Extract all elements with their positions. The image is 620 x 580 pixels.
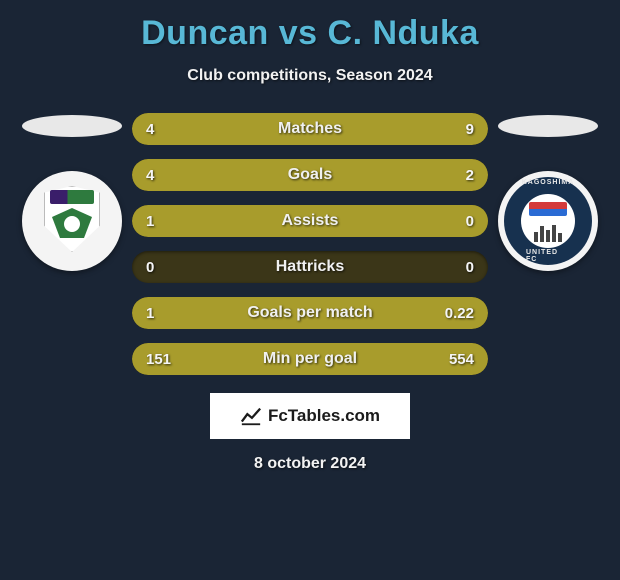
crest-ring-top-text: KAGOSHIMA bbox=[522, 179, 575, 186]
stat-label: Assists bbox=[132, 205, 488, 237]
stat-label: Hattricks bbox=[132, 251, 488, 283]
stat-right-value: 0 bbox=[466, 251, 474, 283]
stat-row-goals: 4 Goals 2 bbox=[132, 159, 488, 191]
stat-right-value: 2 bbox=[466, 159, 474, 191]
stat-row-min-per-goal: 151 Min per goal 554 bbox=[132, 343, 488, 375]
stat-label: Goals per match bbox=[132, 297, 488, 329]
source-brand-text: FcTables.com bbox=[268, 406, 380, 426]
stat-label: Min per goal bbox=[132, 343, 488, 375]
right-player-column: KAGOSHIMA UNITED FC bbox=[488, 113, 608, 271]
stat-row-assists: 1 Assists 0 bbox=[132, 205, 488, 237]
team-left-badge bbox=[22, 171, 122, 271]
comparison-card: Duncan vs C. Nduka Club competitions, Se… bbox=[0, 0, 620, 473]
stat-right-value: 0 bbox=[466, 205, 474, 237]
stat-row-goals-per-match: 1 Goals per match 0.22 bbox=[132, 297, 488, 329]
stat-row-hattricks: 0 Hattricks 0 bbox=[132, 251, 488, 283]
stats-bars: 4 Matches 9 4 Goals 2 1 Assists 0 bbox=[132, 113, 488, 375]
team-right-crest-icon: KAGOSHIMA UNITED FC bbox=[504, 177, 592, 265]
left-player-column bbox=[12, 113, 132, 271]
stat-right-value: 9 bbox=[466, 113, 474, 145]
team-right-badge: KAGOSHIMA UNITED FC bbox=[498, 171, 598, 271]
stat-row-matches: 4 Matches 9 bbox=[132, 113, 488, 145]
source-badge[interactable]: FcTables.com bbox=[210, 393, 410, 439]
stat-label: Goals bbox=[132, 159, 488, 191]
main-row: 4 Matches 9 4 Goals 2 1 Assists 0 bbox=[0, 113, 620, 375]
player-right-silhouette bbox=[498, 115, 598, 137]
subtitle: Club competitions, Season 2024 bbox=[187, 67, 432, 85]
page-title: Duncan vs C. Nduka bbox=[141, 14, 479, 53]
chart-icon bbox=[240, 405, 262, 427]
stat-right-value: 0.22 bbox=[445, 297, 474, 329]
stat-label: Matches bbox=[132, 113, 488, 145]
crest-ring-bottom-text: UNITED FC bbox=[526, 249, 570, 263]
team-left-crest-icon bbox=[44, 186, 100, 256]
stat-right-value: 554 bbox=[449, 343, 474, 375]
date-label: 8 october 2024 bbox=[254, 455, 366, 473]
player-left-silhouette bbox=[22, 115, 122, 137]
